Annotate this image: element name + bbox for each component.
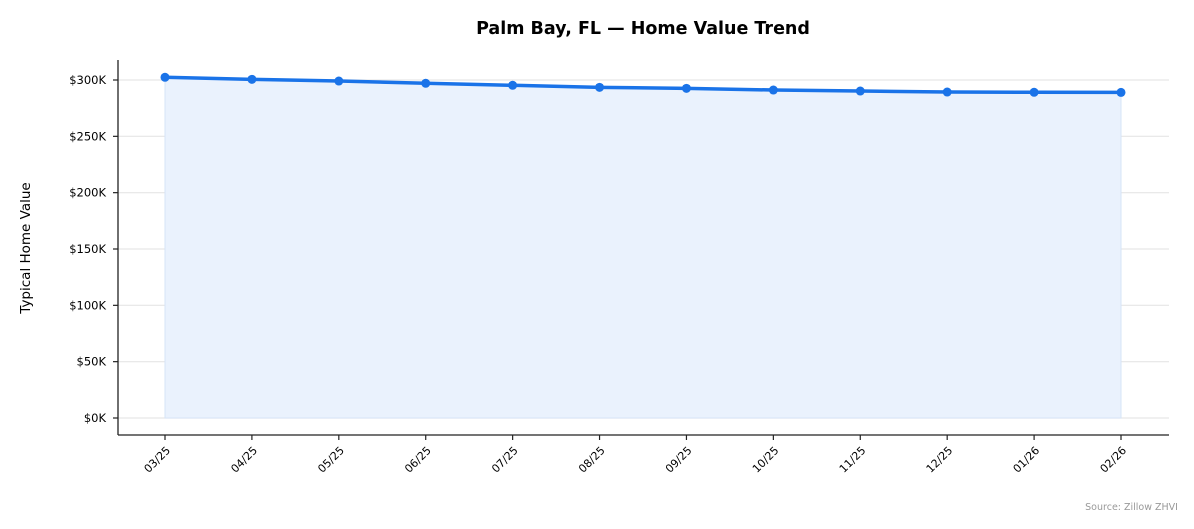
source-note: Source: Zillow ZHVI xyxy=(1085,502,1178,513)
y-tick-label: $100K xyxy=(69,298,106,312)
y-tick-label: $50K xyxy=(77,355,107,369)
y-tick-label: $300K xyxy=(69,73,106,87)
data-point xyxy=(595,82,605,92)
x-tick-label: 07/25 xyxy=(489,444,521,476)
data-point xyxy=(160,72,170,82)
data-point xyxy=(1029,87,1039,97)
data-point xyxy=(508,80,518,90)
axes xyxy=(117,60,1169,436)
x-tick-label: 02/26 xyxy=(1098,444,1130,476)
y-axis-ticks: $0K $50K $100K $150K $200K $250K $300K xyxy=(69,73,118,425)
x-tick-label: 05/25 xyxy=(315,444,347,476)
y-tick-label: $250K xyxy=(69,129,106,143)
y-axis-label: Typical Home Value xyxy=(18,182,34,314)
x-tick-label: 08/25 xyxy=(576,444,608,476)
line-path xyxy=(163,75,1123,95)
data-point xyxy=(768,85,778,95)
y-tick-label: $0K xyxy=(84,411,107,425)
data-point xyxy=(247,74,257,84)
data-markers xyxy=(160,72,1126,97)
data-point xyxy=(334,76,344,86)
data-point xyxy=(942,87,952,97)
data-point xyxy=(681,83,691,93)
area-fill xyxy=(164,76,1122,419)
x-tick-label: 09/25 xyxy=(663,444,695,476)
x-tick-label: 06/25 xyxy=(402,444,434,476)
x-tick-label: 01/26 xyxy=(1011,444,1043,476)
x-axis-ticks: 03/25 04/25 05/25 06/25 07/25 08/25 09/25 10/25… xyxy=(142,435,1130,476)
x-tick-label: 04/25 xyxy=(228,444,260,476)
data-point xyxy=(855,86,865,96)
y-tick-label: $150K xyxy=(69,242,106,256)
x-tick-label: 11/25 xyxy=(837,444,869,476)
chart-title: Palm Bay, FL — Home Value Trend xyxy=(476,19,810,39)
data-line xyxy=(163,75,1123,95)
x-tick-label: 12/25 xyxy=(924,444,956,476)
area-path xyxy=(164,76,1122,419)
x-tick-label: 10/25 xyxy=(750,444,782,476)
y-tick-label: $200K xyxy=(69,186,106,200)
data-point xyxy=(421,78,431,88)
x-tick-label: 03/25 xyxy=(142,444,174,476)
data-point xyxy=(1116,87,1126,97)
